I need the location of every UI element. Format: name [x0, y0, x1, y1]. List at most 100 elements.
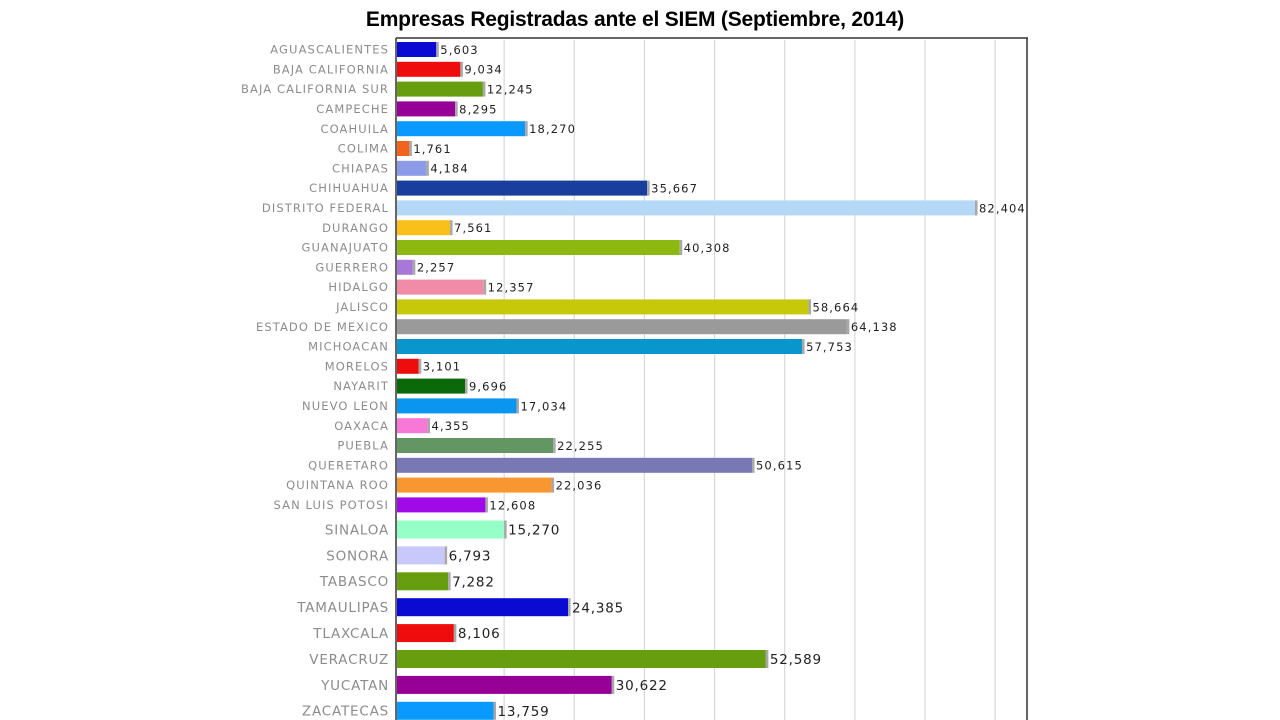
value-label: 4,184 — [430, 162, 468, 176]
value-label: 30,622 — [616, 678, 668, 694]
grid-lines — [503, 40, 996, 720]
bar — [397, 81, 483, 97]
bar — [397, 675, 612, 694]
value-label: 22,255 — [557, 439, 604, 453]
value-label: 15,270 — [508, 523, 560, 539]
bar-end-cap — [504, 520, 507, 539]
category-label: CHIAPAS — [332, 161, 389, 175]
bar — [397, 180, 648, 196]
value-label: 82,404 — [979, 201, 1026, 215]
bar-end-cap — [975, 200, 978, 216]
value-label: 22,036 — [556, 478, 603, 492]
category-label: JALISCO — [335, 300, 389, 314]
bar-end-cap — [808, 299, 811, 315]
category-label: SONORA — [326, 548, 389, 564]
category-label: COAHUILA — [320, 122, 389, 136]
bar-end-cap — [482, 81, 486, 97]
value-label: 2,257 — [417, 261, 455, 275]
category-label: TABASCO — [319, 574, 389, 590]
category-label: ESTADO DE MEXICO — [256, 320, 389, 334]
value-label: 12,608 — [489, 498, 536, 512]
category-label: MORELOS — [325, 359, 389, 373]
category-label: SAN LUIS POTOSI — [274, 498, 390, 512]
value-label: 35,667 — [651, 181, 698, 195]
value-label: 13,759 — [498, 704, 550, 720]
bar — [397, 339, 803, 354]
bar-end-cap — [444, 546, 448, 565]
bar-end-cap — [846, 319, 850, 335]
value-label: 1,761 — [413, 142, 451, 156]
value-labels: 5,603 9,034 12,245 8,295 18,270 1,761 4,184 35,… — [413, 43, 1026, 720]
bar-end-cap — [483, 279, 487, 295]
category-label: DISTRITO FEDERAL — [262, 201, 389, 215]
bar — [397, 378, 466, 394]
bar-end-cap — [409, 141, 412, 156]
bar — [397, 438, 554, 453]
category-label: DURANGO — [322, 221, 389, 235]
value-label: 12,357 — [488, 280, 535, 294]
bar-end-cap — [679, 240, 683, 255]
category-label: NAYARIT — [333, 379, 389, 393]
category-label: ZACATECAS — [302, 704, 389, 720]
bar — [397, 650, 766, 668]
value-label: 7,282 — [452, 574, 495, 590]
category-label: TLAXCALA — [312, 626, 389, 642]
bar — [397, 200, 975, 216]
bar — [397, 398, 517, 414]
value-label: 17,034 — [520, 399, 567, 413]
value-label: 7,561 — [454, 221, 492, 235]
value-label: 5,603 — [440, 43, 478, 57]
bar — [397, 701, 494, 720]
bar — [397, 319, 847, 335]
bar-end-cap — [412, 259, 416, 275]
bar-end-cap — [448, 572, 451, 591]
bar — [397, 121, 526, 137]
bar-end-cap — [611, 675, 615, 694]
value-label: 8,295 — [459, 102, 497, 116]
bar — [397, 101, 456, 117]
bar — [397, 299, 809, 315]
bar — [397, 418, 428, 434]
category-label: SINALOA — [325, 522, 389, 538]
bar-end-cap — [436, 42, 439, 57]
value-label: 64,138 — [851, 320, 898, 334]
category-label: YUCATAN — [320, 678, 389, 694]
bar-end-cap — [525, 121, 528, 137]
bar — [397, 624, 454, 643]
bar-end-cap — [455, 101, 458, 117]
bar — [397, 520, 505, 539]
category-label: PUEBLA — [337, 439, 389, 453]
bar-end-cap — [516, 398, 519, 414]
value-label: 9,696 — [469, 379, 507, 393]
bar-end-cap — [765, 650, 769, 668]
bar-end-cap — [460, 61, 463, 77]
category-label: CAMPECHE — [316, 102, 389, 116]
category-label: CHIHUAHUA — [309, 181, 389, 195]
category-label: GUANAJUATO — [301, 241, 389, 255]
category-label: HIDALGO — [328, 280, 389, 294]
bar — [397, 477, 552, 493]
bar-end-cap — [553, 438, 556, 453]
bar-end-cap — [551, 477, 555, 493]
bar — [397, 259, 413, 275]
bar-end-cap — [453, 624, 457, 643]
value-label: 8,106 — [458, 626, 501, 642]
bar — [397, 358, 419, 374]
category-label: GUERRERO — [315, 260, 389, 274]
value-label: 40,308 — [684, 241, 731, 255]
bar — [397, 598, 569, 617]
bar-end-cap — [427, 418, 431, 434]
bar-end-cap — [465, 378, 468, 394]
value-label: 57,753 — [806, 340, 853, 354]
bar-end-cap — [752, 457, 755, 473]
bar — [397, 141, 410, 156]
bar — [397, 160, 427, 176]
bar — [397, 220, 451, 236]
category-label: TAMAULIPAS — [296, 600, 389, 616]
page-title: Empresas Registradas ante el SIEM (Septi… — [365, 8, 905, 31]
category-label: AGUASCALIENTES — [270, 43, 389, 57]
value-label: 3,101 — [423, 360, 461, 374]
value-label: 6,793 — [449, 549, 492, 565]
bar — [397, 572, 449, 591]
